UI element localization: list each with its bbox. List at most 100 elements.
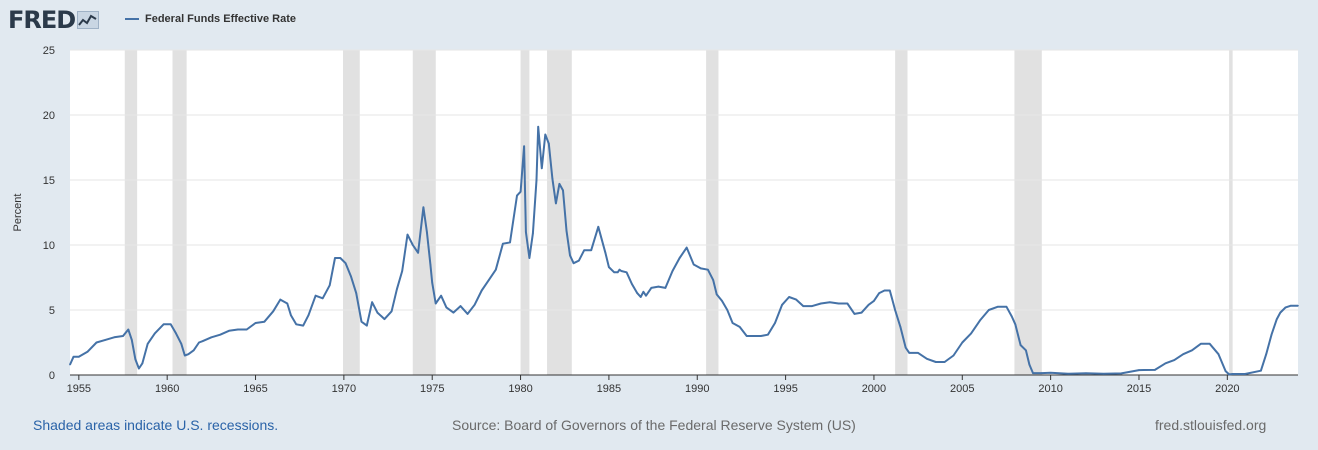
data-point [1200, 343, 1202, 345]
data-point [578, 259, 580, 262]
x-tick-label: 1980 [508, 383, 532, 395]
data-point [440, 294, 442, 297]
data-point [537, 125, 540, 128]
data-point [134, 358, 137, 361]
data-point [685, 246, 688, 249]
data-point [1260, 369, 1262, 372]
x-tick-label: 1990 [685, 383, 709, 395]
data-point [1270, 333, 1273, 336]
data-point [245, 328, 248, 331]
data-point [78, 356, 80, 358]
data-point [894, 309, 896, 311]
data-point [279, 298, 282, 301]
data-point [417, 252, 419, 254]
data-point [671, 270, 674, 272]
data-point [767, 333, 769, 336]
data-point [569, 254, 571, 257]
data-point [219, 333, 221, 336]
data-point [1014, 323, 1017, 326]
data-point [263, 320, 266, 323]
x-tick-label: 1975 [420, 383, 444, 395]
data-point [590, 249, 593, 251]
data-point [642, 291, 645, 293]
recession-note-link[interactable]: Shaded areas indicate U.S. recessions. [33, 417, 279, 433]
data-point [452, 311, 455, 314]
data-point [376, 311, 379, 314]
data-point [355, 292, 358, 294]
data-point [540, 167, 543, 170]
y-tick-label: 5 [49, 305, 55, 317]
data-point [811, 305, 813, 307]
data-point [1010, 315, 1013, 318]
fred-logo[interactable]: FRED [8, 6, 100, 34]
x-tick-label: 1965 [243, 383, 267, 395]
legend: Federal Funds Effective Rate [125, 13, 296, 25]
data-point [339, 257, 342, 259]
graph-icon [77, 11, 100, 29]
recession-band [124, 50, 138, 375]
data-point [1120, 372, 1123, 375]
y-tick-label: 10 [43, 240, 55, 252]
data-point [752, 335, 755, 337]
data-point [321, 297, 324, 300]
data-point [631, 283, 633, 285]
data-point [1025, 349, 1027, 352]
data-point [466, 313, 469, 315]
data-point [608, 266, 610, 268]
data-point [979, 319, 981, 322]
recession-band [895, 50, 908, 375]
data-point [1173, 359, 1176, 361]
data-point [371, 301, 373, 304]
data-point [899, 326, 902, 328]
data-point [678, 257, 681, 259]
data-point [548, 142, 550, 145]
data-point [86, 350, 89, 353]
data-point [583, 249, 585, 251]
data-point [406, 233, 409, 236]
data-point [544, 133, 547, 136]
data-point [127, 328, 130, 331]
x-tick-label: 2005 [950, 383, 974, 395]
y-tick-label: 25 [43, 45, 55, 57]
data-point [445, 306, 448, 309]
data-point [952, 354, 955, 357]
data-point [495, 268, 497, 271]
data-point [184, 354, 186, 357]
data-point [943, 361, 946, 363]
data-point [657, 285, 660, 288]
data-point [846, 302, 849, 305]
data-point [169, 323, 172, 326]
data-point [820, 302, 822, 305]
data-point [1138, 369, 1140, 371]
data-point [904, 346, 907, 349]
data-point [692, 263, 695, 266]
data-point [837, 302, 840, 305]
data-point [187, 353, 190, 356]
x-tick-label: 2020 [1215, 383, 1239, 395]
data-point [738, 326, 741, 328]
data-point [1154, 369, 1156, 371]
data-point [1102, 373, 1105, 375]
data-point [774, 322, 776, 324]
data-point [616, 271, 619, 274]
recession-band [342, 50, 360, 375]
data-point [95, 341, 98, 344]
data-point [883, 289, 886, 292]
data-point [516, 194, 518, 197]
data-point [192, 349, 195, 352]
data-point [286, 302, 289, 305]
data-point [645, 294, 647, 297]
data-point [890, 296, 893, 298]
data-point [532, 232, 534, 235]
data-points [69, 125, 1299, 376]
data-point [620, 270, 623, 272]
data-point [131, 339, 133, 341]
data-point [307, 314, 310, 317]
data-point [411, 244, 414, 246]
data-point [1085, 372, 1087, 374]
data-point [726, 309, 729, 311]
data-point [254, 322, 257, 324]
x-tick-label: 1955 [67, 383, 91, 395]
data-point [1217, 353, 1220, 356]
data-point [639, 296, 642, 298]
